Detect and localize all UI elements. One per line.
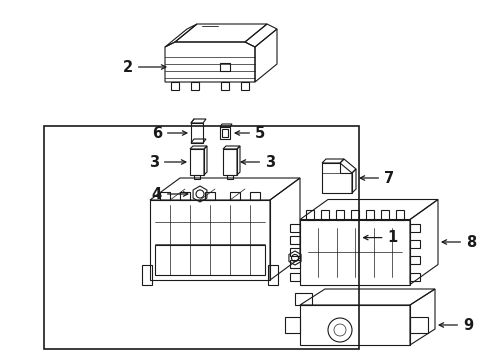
Text: 1: 1 [363,230,397,245]
Text: 8: 8 [441,234,475,249]
Text: 3: 3 [148,154,185,170]
Text: 9: 9 [438,318,472,333]
Text: 3: 3 [241,154,275,170]
Text: 4: 4 [152,186,187,202]
Polygon shape [222,129,227,137]
Text: 7: 7 [360,171,393,185]
Text: 5: 5 [235,126,264,140]
Bar [44,126,359,349]
Text: 2: 2 [122,59,165,75]
Text: 6: 6 [152,126,186,140]
